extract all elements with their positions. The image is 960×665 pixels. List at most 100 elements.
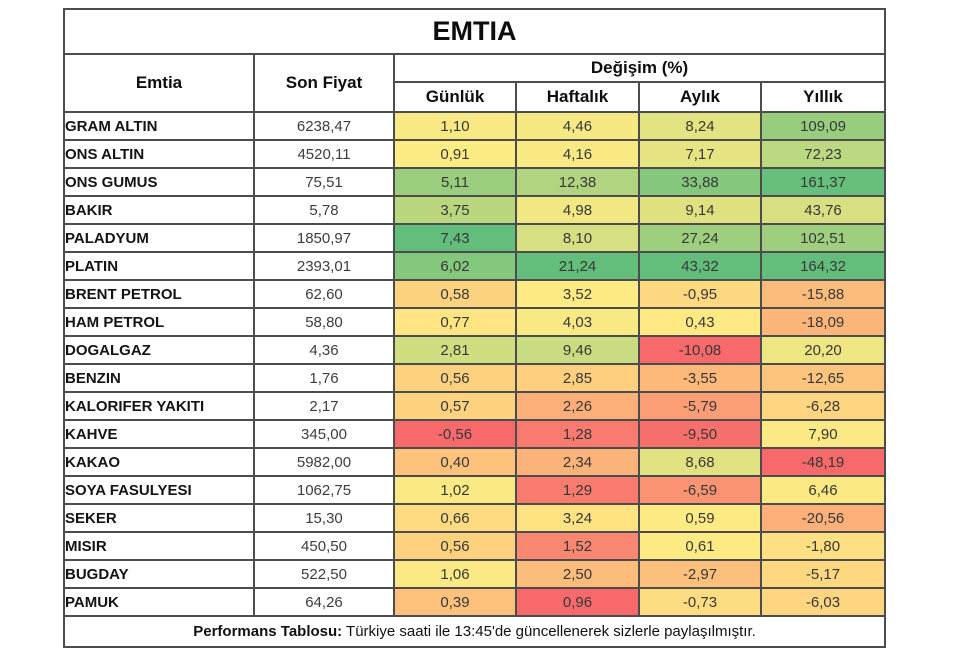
change-cell-yillik: -5,17	[759, 559, 887, 589]
last-price: 4,36	[253, 335, 395, 365]
change-cell-haftalik: 9,46	[515, 335, 640, 365]
change-cell-gunluk: 3,75	[393, 195, 517, 225]
change-cell-aylik: 43,32	[638, 251, 762, 281]
change-cell-haftalik: 21,24	[515, 251, 640, 281]
commodity-name: DOGALGAZ	[63, 335, 255, 365]
commodity-name: PAMUK	[63, 587, 255, 617]
change-cell-gunluk: 1,06	[393, 559, 517, 589]
change-cell-yillik: -12,65	[759, 363, 887, 393]
emtia-table: EMTIA Emtia Son Fiyat Değişim (%) Günlük…	[62, 8, 887, 648]
title-row: EMTIA	[62, 8, 887, 55]
table-row: KAHVE 345,00 -0,56 1,28 -9,50 7,90	[63, 419, 887, 449]
table-title: EMTIA	[62, 8, 887, 55]
footer-note: Performans Tablosu: Türkiye saati ile 13…	[62, 615, 887, 648]
change-cell-yillik: -48,19	[759, 447, 887, 477]
change-cell-yillik: 6,46	[759, 475, 887, 505]
change-cell-gunluk: 0,77	[393, 307, 517, 337]
change-cell-yillik: 43,76	[759, 195, 887, 225]
change-cell-aylik: -0,73	[638, 587, 762, 617]
footer-note-text: Türkiye saati ile 13:45'de güncellenerek…	[342, 623, 756, 640]
last-price: 15,30	[253, 503, 395, 533]
commodity-name: PLATIN	[63, 251, 255, 281]
header-row-periods: Günlük Haftalık Aylık Yıllık	[64, 81, 887, 113]
change-cell-yillik: 20,20	[759, 335, 887, 365]
commodity-name: MISIR	[63, 531, 255, 561]
change-cell-yillik: 7,90	[759, 419, 887, 449]
table-row: BENZIN 1,76 0,56 2,85 -3,55 -12,65	[63, 363, 887, 393]
last-price: 1062,75	[253, 475, 395, 505]
change-cell-gunluk: 1,10	[393, 111, 517, 141]
change-cell-yillik: -6,28	[759, 391, 887, 421]
change-cell-yillik: 161,37	[759, 167, 887, 197]
change-cell-haftalik: 3,52	[515, 279, 640, 309]
change-cell-haftalik: 2,34	[515, 447, 640, 477]
column-header-degisim-group: Değişim (%)	[392, 53, 887, 83]
table-row: PLATIN 2393,01 6,02 21,24 43,32 164,32	[63, 251, 887, 281]
last-price: 1850,97	[253, 223, 395, 253]
change-cell-aylik: -10,08	[638, 335, 762, 365]
commodity-name: BAKIR	[63, 195, 255, 225]
change-cell-gunluk: 0,58	[393, 279, 517, 309]
change-cell-aylik: -9,50	[638, 419, 762, 449]
column-header-emtia: Emtia	[63, 53, 255, 113]
change-cell-aylik: 33,88	[638, 167, 762, 197]
table-row: BRENT PETROL 62,60 0,58 3,52 -0,95 -15,88	[63, 279, 887, 309]
last-price: 345,00	[253, 419, 395, 449]
commodity-name: KAKAO	[63, 447, 255, 477]
change-cell-aylik: -6,59	[638, 475, 762, 505]
table-row: PAMUK 64,26 0,39 0,96 -0,73 -6,03	[63, 587, 887, 617]
last-price: 2393,01	[253, 251, 395, 281]
table-row: GRAM ALTIN 6238,47 1,10 4,46 8,24 109,09	[63, 111, 887, 141]
change-cell-aylik: 9,14	[638, 195, 762, 225]
change-cell-gunluk: 5,11	[393, 167, 517, 197]
change-cell-haftalik: 2,85	[515, 363, 640, 393]
commodity-name: KAHVE	[63, 419, 255, 449]
commodity-name: KALORIFER YAKITI	[63, 391, 255, 421]
commodity-name: SEKER	[63, 503, 255, 533]
table-row: SEKER 15,30 0,66 3,24 0,59 -20,56	[63, 503, 887, 533]
table-row: KAKAO 5982,00 0,40 2,34 8,68 -48,19	[63, 447, 887, 477]
change-cell-aylik: -3,55	[638, 363, 762, 393]
change-cell-haftalik: 2,50	[515, 559, 640, 589]
change-cell-aylik: 8,68	[638, 447, 762, 477]
change-cell-haftalik: 3,24	[515, 503, 640, 533]
last-price: 2,17	[253, 391, 395, 421]
column-header-aylik: Aylık	[638, 81, 762, 113]
change-cell-gunluk: 0,56	[393, 363, 517, 393]
table-row: MISIR 450,50 0,56 1,52 0,61 -1,80	[63, 531, 887, 561]
change-cell-haftalik: 1,29	[515, 475, 640, 505]
change-cell-yillik: -18,09	[759, 307, 887, 337]
change-cell-yillik: -20,56	[759, 503, 887, 533]
commodity-name: SOYA FASULYESI	[63, 475, 255, 505]
change-cell-aylik: 0,59	[638, 503, 762, 533]
change-cell-gunluk: 0,56	[393, 531, 517, 561]
change-cell-gunluk: 0,40	[393, 447, 517, 477]
commodity-name: GRAM ALTIN	[63, 111, 255, 141]
change-cell-haftalik: 0,96	[515, 587, 640, 617]
last-price: 62,60	[253, 279, 395, 309]
change-cell-haftalik: 4,98	[515, 195, 640, 225]
commodity-name: HAM PETROL	[63, 307, 255, 337]
header-row-group: Emtia Son Fiyat Değişim (%)	[63, 53, 887, 113]
change-cell-gunluk: 0,57	[393, 391, 517, 421]
change-cell-haftalik: 4,03	[515, 307, 640, 337]
change-cell-haftalik: 1,28	[515, 419, 640, 449]
change-cell-aylik: -2,97	[638, 559, 762, 589]
table-row: ONS ALTIN 4520,11 0,91 4,16 7,17 72,23	[63, 139, 887, 169]
table-row: BAKIR 5,78 3,75 4,98 9,14 43,76	[63, 195, 887, 225]
change-cell-yillik: -6,03	[759, 587, 887, 617]
column-header-gunluk: Günlük	[393, 81, 517, 113]
table-row: KALORIFER YAKITI 2,17 0,57 2,26 -5,79 -6,28	[63, 391, 887, 421]
last-price: 5,78	[253, 195, 395, 225]
last-price: 75,51	[253, 167, 395, 197]
change-cell-aylik: 7,17	[638, 139, 762, 169]
change-cell-haftalik: 2,26	[515, 391, 640, 421]
change-cell-gunluk: 0,66	[393, 503, 517, 533]
table-row: SOYA FASULYESI 1062,75 1,02 1,29 -6,59 6,46	[63, 475, 887, 505]
change-cell-yillik: 72,23	[759, 139, 887, 169]
last-price: 5982,00	[253, 447, 395, 477]
change-cell-haftalik: 4,46	[515, 111, 640, 141]
change-cell-haftalik: 1,52	[515, 531, 640, 561]
change-cell-gunluk: 0,91	[393, 139, 517, 169]
